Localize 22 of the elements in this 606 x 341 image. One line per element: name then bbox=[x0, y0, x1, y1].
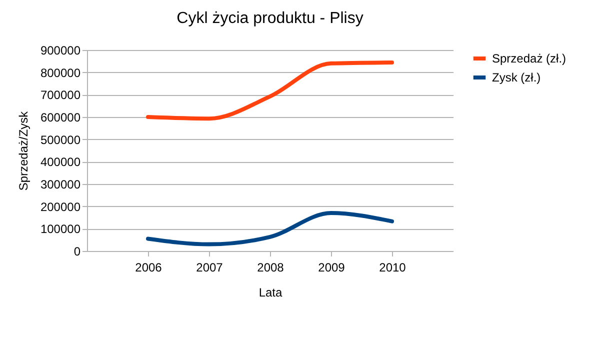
y-tick-label: 300000 bbox=[40, 178, 81, 192]
x-tick-label: 2009 bbox=[318, 260, 346, 274]
y-axis-title: Sprzedaż/Zysk bbox=[16, 110, 30, 191]
y-tick-label: 100000 bbox=[40, 222, 81, 236]
y-tick-label: 200000 bbox=[40, 200, 81, 214]
y-tick-label: 0 bbox=[74, 244, 81, 258]
legend-label: Sprzedaż (zł.) bbox=[492, 52, 566, 66]
y-tick-label: 600000 bbox=[40, 110, 81, 124]
line-series bbox=[146, 60, 394, 121]
x-tick-label: 2007 bbox=[196, 260, 224, 274]
x-tick-label: 2008 bbox=[257, 260, 284, 274]
x-axis-title: Lata bbox=[258, 286, 282, 300]
legend-label: Zysk (zł.) bbox=[492, 70, 541, 84]
chart-title: Cykl życia produktu - Plisy bbox=[176, 10, 364, 27]
x-tick-label: 2006 bbox=[135, 260, 162, 274]
y-tick-label: 700000 bbox=[40, 88, 81, 102]
y-tick-label: 500000 bbox=[40, 132, 81, 147]
x-tick-label: 2010 bbox=[379, 260, 406, 274]
line-series bbox=[146, 211, 394, 246]
y-tick-label: 400000 bbox=[40, 155, 81, 170]
y-tick-label: 800000 bbox=[40, 66, 81, 80]
y-tick-label: 900000 bbox=[40, 44, 81, 58]
